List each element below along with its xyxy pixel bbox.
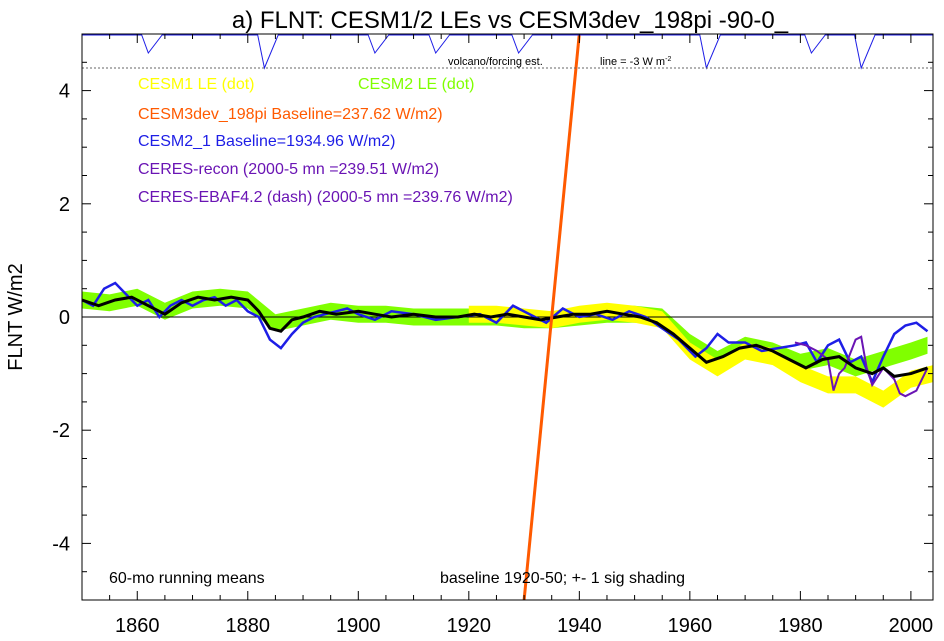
y-tick-label: -4 <box>52 533 70 555</box>
cesm1-le-band <box>468 302 933 408</box>
plot-area <box>81 33 934 601</box>
volcano-annotation: volcano/forcing est. <box>448 56 543 68</box>
chart-title: a) FLNT: CESM1/2 LEs vs CESM3dev_198pi -… <box>232 7 789 34</box>
x-tick-label: 1960 <box>668 615 713 637</box>
cesm3dev-line <box>522 33 581 601</box>
legend-cesm3dev: CESM3dev_198pi Baseline=237.62 W/m2) <box>138 106 443 123</box>
y-tick-label: 2 <box>59 194 70 216</box>
legend-cesm1: CESM1 LE (dot) <box>138 76 254 93</box>
x-tick-label: 1880 <box>226 615 271 637</box>
volcano-forcing-trace <box>82 34 933 70</box>
cesm2-1-line <box>81 281 929 386</box>
x-tick-label: 1860 <box>115 615 160 637</box>
y-axis-label: FLNT W/m2 <box>5 263 27 370</box>
x-tick-label: 2000 <box>889 615 934 637</box>
y-tick-label: -2 <box>52 420 70 442</box>
x-tick-label: 1900 <box>336 615 381 637</box>
line-reference-annotation: line = -3 W m-2 <box>600 56 671 68</box>
cesm2-le-band <box>82 288 928 377</box>
y-tick-label: 0 <box>59 307 70 329</box>
x-tick-label: 1980 <box>778 615 823 637</box>
line-reference-sup: -2 <box>665 56 671 63</box>
legend: CESM1 LE (dot) CESM2 LE (dot) CESM3dev_1… <box>138 76 513 206</box>
spread-bands <box>82 288 933 408</box>
ceres-recon-line <box>794 335 929 398</box>
axes: 1860 1880 1900 1920 1940 1960 1980 2000 -4 -2 0 2 4 <box>52 33 934 637</box>
running-means-note: 60-mo running means <box>109 570 265 587</box>
y-tick-label: 4 <box>59 81 70 103</box>
legend-ceres-ebaf: CERES-EBAF4.2 (dash) (2000-5 mn =239.76 … <box>138 189 513 206</box>
legend-cesm2: CESM2 LE (dot) <box>358 76 474 93</box>
series-lines <box>81 33 929 601</box>
baseline-note: baseline 1920-50; +- 1 sig shading <box>440 570 685 587</box>
x-tick-label: 1920 <box>447 615 492 637</box>
legend-ceres-recon: CERES-recon (2000-5 mn =239.51 W/m2) <box>138 161 439 178</box>
x-tick-label: 1940 <box>557 615 602 637</box>
legend-cesm2-1: CESM2_1 Baseline=1934.96 W/m2) <box>138 133 395 150</box>
ensemble-mean-line <box>81 295 928 378</box>
volcano-trace-line <box>82 34 933 70</box>
line-reference-text: line = -3 W m <box>600 56 665 68</box>
